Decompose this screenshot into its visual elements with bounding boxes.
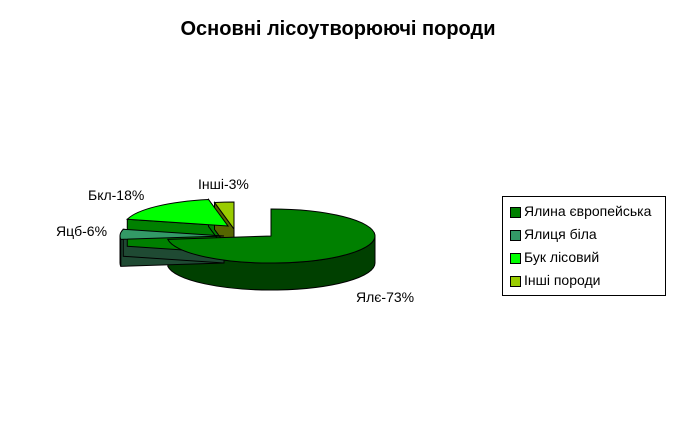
- legend-swatch-0: [510, 207, 521, 218]
- legend-label-3: Інші породи: [524, 272, 601, 288]
- data-label-2: Бкл-18%: [88, 187, 144, 203]
- data-label-0: Ялє-73%: [356, 289, 414, 305]
- legend: Ялина європейська Ялиця біла Бук лісовий Ін…: [502, 196, 666, 296]
- legend-item-0: Ялина європейська: [503, 203, 665, 226]
- pie-slice-3: [213, 201, 235, 231]
- pie-tops: [119, 198, 376, 264]
- legend-label-2: Бук лісовий: [524, 249, 600, 265]
- legend-swatch-2: [510, 253, 521, 264]
- legend-swatch-3: [510, 276, 521, 287]
- legend-swatch-1: [510, 230, 521, 241]
- pie-slice-0: [167, 208, 376, 264]
- legend-label-1: Ялиця біла: [524, 226, 597, 242]
- legend-label-0: Ялина європейська: [524, 203, 652, 219]
- data-label-1: Яцб-6%: [56, 223, 107, 239]
- pie-slice-1: [119, 228, 225, 240]
- legend-item-2: Бук лісовий: [503, 249, 665, 272]
- chart-title: Основні лісоутворюючі породи: [180, 18, 496, 40]
- data-label-3: Інші-3%: [198, 176, 249, 192]
- legend-item-3: Інші породи: [503, 272, 665, 295]
- pie-slice-2: [126, 198, 230, 227]
- legend-item-1: Ялиця біла: [503, 226, 665, 249]
